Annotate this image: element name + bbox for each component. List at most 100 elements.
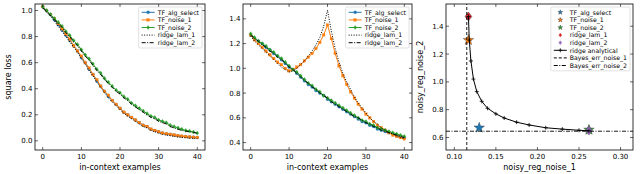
point bbox=[326, 24, 329, 27]
tick-label: 0.25 bbox=[571, 153, 587, 161]
tick-label: 0.0 bbox=[21, 137, 32, 145]
panel: 0.100.150.200.250.300.60.81.01.21.4noisy… bbox=[416, 4, 634, 172]
panel: 0102030400.00.20.40.60.81.0in-context ex… bbox=[4, 4, 206, 172]
tick-label: 30 bbox=[361, 153, 370, 161]
legend-handle bbox=[349, 35, 362, 36]
tick bbox=[289, 4, 290, 7]
point bbox=[303, 78, 306, 82]
line bbox=[251, 35, 405, 138]
point bbox=[280, 63, 283, 66]
point bbox=[184, 129, 187, 133]
tick-label: 0.8 bbox=[21, 33, 32, 41]
legend: TF_alg_selectTF_noise_1TF_noise_2ridge_l… bbox=[551, 7, 630, 71]
legend-marker bbox=[559, 33, 562, 37]
tick-label: 0.2 bbox=[21, 111, 32, 119]
point bbox=[153, 129, 156, 132]
tick-label: 40 bbox=[400, 153, 409, 161]
point bbox=[103, 90, 106, 93]
tick bbox=[35, 10, 38, 11]
tick-label: 1.4 bbox=[229, 15, 241, 23]
line bbox=[251, 10, 405, 139]
tick bbox=[42, 147, 43, 150]
legend-handle bbox=[349, 12, 362, 13]
tick-label: 0.10 bbox=[447, 153, 463, 161]
legend-handle bbox=[349, 42, 362, 43]
tick bbox=[202, 36, 205, 37]
legend-marker bbox=[354, 11, 357, 14]
point bbox=[494, 112, 498, 116]
point bbox=[544, 126, 548, 130]
point bbox=[341, 106, 344, 110]
tick bbox=[409, 68, 412, 69]
tick bbox=[243, 43, 246, 44]
tick bbox=[446, 137, 449, 138]
legend-handle bbox=[554, 65, 567, 66]
tick bbox=[35, 114, 38, 115]
point bbox=[486, 106, 490, 110]
tick bbox=[120, 147, 121, 150]
tick bbox=[409, 142, 412, 143]
plot-area bbox=[249, 10, 406, 140]
tick bbox=[630, 109, 633, 110]
legend-handle bbox=[349, 19, 362, 20]
legend-marker bbox=[558, 48, 562, 52]
tick bbox=[578, 147, 579, 150]
point bbox=[88, 67, 91, 70]
point bbox=[584, 124, 594, 134]
tick bbox=[630, 81, 633, 82]
tick bbox=[409, 117, 412, 118]
tick-label: 30 bbox=[154, 153, 163, 161]
tick bbox=[537, 147, 538, 150]
tick-label: 20 bbox=[323, 153, 332, 161]
reference-line bbox=[446, 131, 633, 132]
tick-label: 0.6 bbox=[229, 114, 241, 122]
tick bbox=[327, 147, 328, 150]
legend-handle bbox=[554, 57, 567, 58]
point bbox=[322, 34, 325, 37]
tick bbox=[630, 137, 633, 138]
tick-label: 1.0 bbox=[229, 65, 240, 73]
tick bbox=[35, 62, 38, 63]
tick bbox=[409, 18, 412, 19]
panel: 0102030400.40.60.81.01.21.4in-context ex… bbox=[229, 4, 412, 172]
tick bbox=[81, 147, 82, 150]
point bbox=[76, 49, 79, 52]
tick bbox=[446, 26, 449, 27]
legend-marker bbox=[147, 26, 150, 30]
tick bbox=[620, 4, 621, 7]
tick bbox=[243, 93, 246, 94]
tick bbox=[202, 88, 205, 89]
point bbox=[315, 87, 318, 91]
point bbox=[103, 76, 106, 80]
legend-label: ridge_lam_2 bbox=[365, 39, 403, 47]
legend-box bbox=[139, 7, 202, 48]
tick bbox=[202, 62, 205, 63]
legend-marker bbox=[354, 26, 357, 30]
tick bbox=[495, 147, 496, 150]
legend-box bbox=[346, 7, 409, 48]
tick-label: 0 bbox=[248, 153, 252, 161]
frame bbox=[243, 4, 412, 150]
tick bbox=[365, 4, 366, 7]
tick-label: 0.4 bbox=[21, 85, 33, 93]
legend-handle bbox=[142, 12, 155, 13]
point bbox=[463, 35, 473, 45]
legend-handle bbox=[142, 35, 155, 36]
x-axis-label: in-context examples bbox=[79, 163, 160, 172]
legend-marker bbox=[354, 19, 357, 22]
point bbox=[357, 103, 360, 106]
tick bbox=[409, 93, 412, 94]
point bbox=[315, 47, 318, 50]
point bbox=[365, 113, 368, 116]
tick-label: 0.30 bbox=[613, 153, 629, 161]
tick bbox=[446, 81, 449, 82]
tick bbox=[42, 4, 43, 7]
legend-marker bbox=[559, 41, 562, 45]
legend-label: ridge_lam_2 bbox=[158, 39, 196, 47]
point bbox=[515, 120, 519, 124]
point bbox=[322, 94, 325, 98]
tick bbox=[327, 4, 328, 7]
point bbox=[176, 134, 179, 137]
point bbox=[480, 99, 484, 103]
tick-label: 1.4 bbox=[432, 23, 444, 31]
